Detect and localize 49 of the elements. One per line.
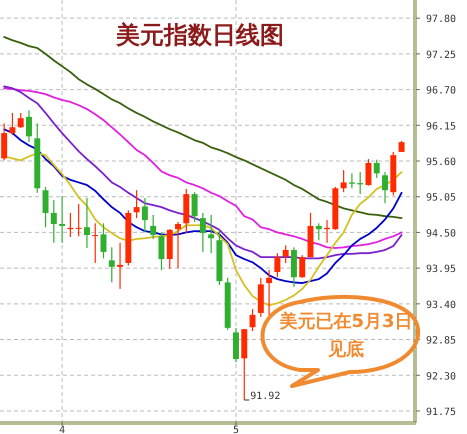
candlestick (92, 222, 98, 264)
x-tick-label: 5 (232, 425, 239, 434)
candlestick (134, 190, 140, 219)
y-tick-label: 94.50 (426, 228, 456, 240)
candlestick (398, 140, 405, 153)
candlestick (18, 112, 24, 128)
candlestick (192, 192, 198, 223)
candlestick (26, 110, 32, 143)
candlestick (142, 197, 148, 234)
candlestick (208, 214, 214, 254)
candlestick (100, 222, 106, 259)
y-tick-label: 97.25 (426, 50, 456, 61)
candlestick (250, 308, 256, 332)
candlestick (299, 254, 306, 278)
y-tick-label: 97.80 (426, 14, 456, 26)
candlestick (9, 112, 16, 136)
candlestick (108, 246, 115, 284)
y-tick-label: 96.15 (426, 121, 456, 132)
candlestick (200, 212, 206, 252)
candlestick (365, 158, 372, 186)
line-series (3, 128, 402, 284)
candlestick (59, 195, 66, 244)
x-tick-label: 4 (59, 425, 66, 434)
candlestick (175, 221, 181, 269)
candlestick (316, 222, 322, 241)
candlestick (50, 199, 57, 244)
candlestick (340, 170, 347, 193)
y-tick-label: 92.30 (426, 371, 456, 382)
y-tick-label: 93.95 (426, 264, 456, 276)
candlestick (274, 252, 280, 278)
y-tick-label: 92.85 (426, 336, 456, 347)
y-tick-label: 95.05 (426, 192, 456, 204)
candlestick (357, 171, 364, 195)
y-tick-label: 93.40 (426, 300, 456, 311)
candlestick (282, 244, 289, 264)
candlestick (42, 186, 49, 228)
candlestick (158, 232, 164, 271)
text: 美元指数日线图 (115, 21, 284, 49)
candlestick (374, 159, 380, 178)
candlestick (76, 203, 82, 237)
y-tick-label: 95.60 (426, 157, 456, 168)
y-tick-label: 96.70 (426, 86, 456, 97)
candlestick (150, 214, 156, 240)
annotation: 美元已在5月3日见底 (278, 310, 414, 362)
y-tick-label: 91.75 (426, 406, 456, 418)
annotation: 91.92 (250, 391, 280, 402)
candlestick (382, 171, 388, 204)
candlestick (84, 197, 90, 249)
candlestick (117, 242, 124, 290)
